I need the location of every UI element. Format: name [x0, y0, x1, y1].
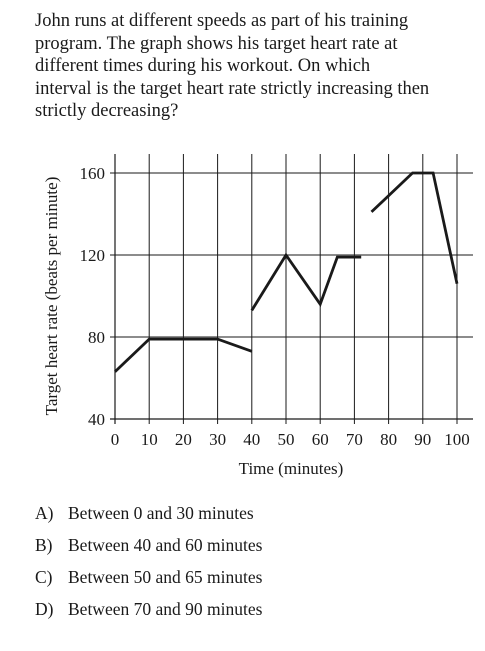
question-text: John runs at different speeds as part of… — [35, 10, 480, 123]
choice-text: Between 40 and 60 minutes — [68, 535, 263, 555]
x-tick-label: 50 — [278, 430, 295, 449]
choice-text: Between 70 and 90 minutes — [68, 599, 263, 619]
question-line: interval is the target heart rate strict… — [35, 78, 430, 99]
x-tick-label: 0 — [111, 430, 120, 449]
x-tick-label: 90 — [414, 430, 431, 449]
x-tick-label: 40 — [243, 430, 260, 449]
x-axis-label: Time (minutes) — [239, 459, 344, 478]
choice-letter: B) — [35, 535, 53, 555]
chart-series — [114, 171, 459, 373]
x-tick-label: 80 — [380, 430, 397, 449]
series-line — [370, 171, 459, 284]
question-line: strictly decreasing? — [35, 101, 179, 121]
answer-choices: A) Between 0 and 30 minutes B) Between 40 … — [35, 497, 262, 625]
choice-a[interactable]: A) Between 0 and 30 minutes — [35, 497, 262, 529]
x-tick-labels: 0 10 20 30 40 50 60 70 80 90 100 — [111, 430, 470, 449]
choice-letter: A) — [35, 503, 54, 523]
x-tick-label: 60 — [312, 430, 329, 449]
choice-letter: D) — [35, 599, 54, 619]
y-tick-label: 120 — [80, 246, 106, 265]
y-tick-label: 160 — [80, 164, 106, 183]
x-tick-label: 20 — [175, 430, 192, 449]
x-tick-label: 30 — [209, 430, 226, 449]
question-line: program. The graph shows his target hear… — [35, 33, 398, 54]
x-tick-label: 100 — [444, 430, 470, 449]
series-line — [250, 252, 362, 312]
chart-grid — [110, 154, 473, 424]
choice-text: Between 50 and 65 minutes — [68, 567, 263, 587]
choice-c[interactable]: C) Between 50 and 65 minutes — [35, 561, 262, 593]
y-tick-labels: 40 80 120 160 — [80, 164, 106, 429]
choice-letter: C) — [35, 567, 53, 587]
choice-d[interactable]: D) Between 70 and 90 minutes — [35, 593, 262, 625]
choice-text: Between 0 and 30 minutes — [68, 503, 254, 523]
x-tick-label: 10 — [141, 430, 158, 449]
question-line: different times during his workout. On w… — [35, 56, 371, 76]
y-tick-label: 80 — [88, 328, 105, 347]
y-axis-label: Target heart rate (beats per minute) — [42, 177, 61, 416]
heart-rate-chart: 0 10 20 30 40 50 60 70 80 90 100 40 80 120 160 Time (… — [42, 154, 473, 478]
series-line — [114, 337, 253, 373]
y-tick-label: 40 — [88, 410, 105, 429]
choice-b[interactable]: B) Between 40 and 60 minutes — [35, 529, 262, 561]
x-tick-label: 70 — [346, 430, 363, 449]
question-line: John runs at different speeds as part of… — [35, 11, 409, 31]
